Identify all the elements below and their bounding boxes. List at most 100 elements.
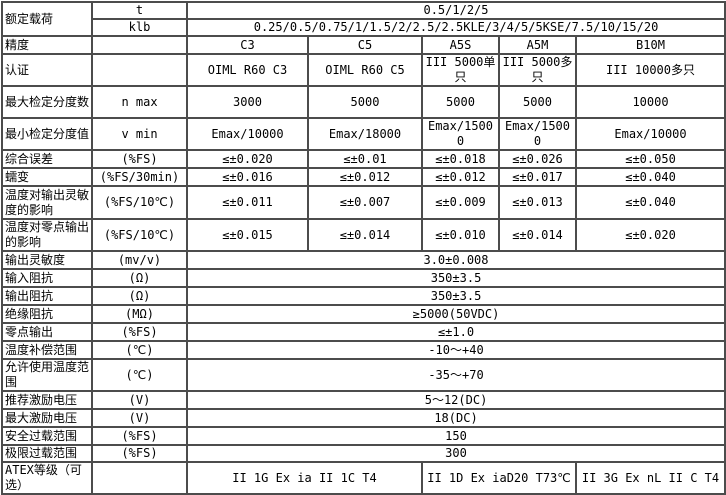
value-cell: ≤±0.017	[498, 167, 577, 187]
row-label: ATEX等级（可选）	[1, 461, 93, 495]
value-cell: OIML R60 C5	[307, 53, 423, 87]
table-row: 温度补偿范围 (℃) -10～+40	[1, 340, 726, 360]
unit-cell: (%FS/10℃)	[91, 218, 188, 252]
column-header-c5: C5	[307, 35, 423, 55]
unit-cell: (℃)	[91, 340, 188, 360]
row-label: 温度对输出灵敏度的影响	[1, 185, 93, 220]
unit-cell: v min	[91, 117, 188, 151]
value-cell: ≥5000(50VDC)	[185, 304, 726, 324]
unit-cell: (V)	[91, 408, 188, 428]
value-cell: ≤±0.013	[498, 185, 577, 220]
table-row: klb 0.25/0.5/0.75/1/1.5/2/2.5/2.5KLE/3/4…	[2, 18, 726, 37]
value-cell: 0.5/1/2/5	[185, 1, 726, 20]
value-cell: 3.0±0.008	[185, 250, 726, 270]
value-cell: ≤±0.018	[421, 149, 500, 169]
value-cell: Emax/10000	[574, 117, 726, 151]
row-label: 蠕变	[1, 167, 93, 187]
value-cell: Emax/10000	[186, 117, 309, 151]
value-cell: ≤±0.014	[498, 218, 577, 252]
value-cell: Emax/18000	[307, 117, 423, 151]
row-label: 绝缘阻抗	[1, 304, 93, 324]
table-row: 推荐激励电压 (V) 5～12(DC)	[1, 390, 726, 410]
value-cell: 5000	[307, 85, 423, 119]
unit-cell: (V)	[91, 390, 188, 410]
value-cell: ≤±0.050	[574, 149, 726, 169]
row-label: 最大检定分度数	[1, 85, 93, 119]
table-row: 最小检定分度值 v min Emax/10000 Emax/18000 Emax…	[1, 117, 726, 151]
value-cell: ≤±0.01	[307, 149, 423, 169]
unit-cell: (℃)	[91, 358, 188, 392]
unit-cell: (%FS/30min)	[91, 167, 188, 187]
row-label: 推荐激励电压	[1, 390, 93, 410]
table-row: 温度对输出灵敏度的影响 (%FS/10℃) ≤±0.011 ≤±0.007 ≤±…	[1, 185, 726, 220]
value-cell: 5～12(DC)	[185, 390, 726, 410]
value-cell: ≤±0.010	[421, 218, 500, 252]
row-label: 输入阻抗	[1, 268, 93, 288]
value-cell: ≤±0.014	[307, 218, 423, 252]
row-label: 精度	[1, 35, 93, 55]
unit-cell: (Ω)	[91, 268, 188, 288]
column-header-c3: C3	[186, 35, 309, 55]
value-cell: ≤±0.009	[421, 185, 500, 220]
row-label: 输出阻抗	[1, 286, 93, 306]
value-cell: ≤±0.011	[186, 185, 309, 220]
value-cell: -10～+40	[185, 340, 726, 360]
unit-cell: t	[91, 1, 188, 20]
unit-cell: (%FS)	[91, 444, 188, 463]
value-cell: OIML R60 C3	[186, 53, 309, 87]
value-cell: ≤±0.040	[574, 167, 726, 187]
unit-cell: (%FS)	[91, 426, 188, 446]
row-label: 温度补偿范围	[1, 340, 93, 360]
row-label: 额定载荷	[1, 1, 93, 37]
row-label: 综合误差	[1, 149, 93, 169]
value-cell: ≤±0.007	[307, 185, 423, 220]
table-row: 零点输出 (%FS) ≤±1.0	[1, 322, 726, 342]
table-row: 最大激励电压 (V) 18(DC)	[1, 408, 726, 428]
table-row: 精度 C3 C5 A5S A5M B10M	[1, 35, 726, 55]
row-label: 允许使用温度范围	[1, 358, 93, 392]
table-row: 额定载荷 t 0.5/1/2/5	[1, 1, 726, 37]
table-row: 蠕变 (%FS/30min) ≤±0.016 ≤±0.012 ≤±0.012 ≤…	[1, 167, 726, 187]
unit-cell	[91, 35, 188, 55]
unit-cell: klb	[91, 18, 188, 37]
table-row: 认证 OIML R60 C3 OIML R60 C5 III 5000单只 II…	[1, 53, 726, 87]
value-cell: 3000	[186, 85, 309, 119]
value-cell: III 10000多只	[574, 53, 726, 87]
row-label: 输出灵敏度	[1, 250, 93, 270]
value-cell: ≤±1.0	[185, 322, 726, 342]
value-cell: Emax/15000	[421, 117, 500, 151]
atex-value-cell: II 3G Ex nL II C T4	[574, 461, 726, 495]
value-cell: 350±3.5	[185, 286, 726, 306]
table-row: 最大检定分度数 n max 3000 5000 5000 5000 10000	[1, 85, 726, 119]
value-cell: 5000	[498, 85, 577, 119]
value-cell: ≤±0.012	[307, 167, 423, 187]
unit-cell: (mv/v)	[91, 250, 188, 270]
row-label: 认证	[1, 53, 93, 87]
value-cell: ≤±0.012	[421, 167, 500, 187]
column-header-a5s: A5S	[421, 35, 500, 55]
row-label: 最大激励电压	[1, 408, 93, 428]
table-row: 温度对零点输出的影响 (%FS/10℃) ≤±0.015 ≤±0.014 ≤±0…	[1, 218, 726, 252]
table-row: 绝缘阻抗 (MΩ) ≥5000(50VDC)	[1, 304, 726, 324]
row-label: 安全过载范围	[1, 426, 93, 446]
value-cell: 10000	[574, 85, 726, 119]
value-cell: 350±3.5	[185, 268, 726, 288]
table-row: ATEX等级（可选） II 1G Ex ia II 1C T4 II 1D Ex…	[1, 461, 726, 495]
table-row: 输入阻抗 (Ω) 350±3.5	[1, 268, 726, 288]
value-cell: ≤±0.015	[186, 218, 309, 252]
value-cell: 5000	[421, 85, 500, 119]
unit-cell: (%FS)	[91, 322, 188, 342]
atex-value-cell: II 1G Ex ia II 1C T4	[186, 461, 423, 495]
table-row: 极限过载范围 (%FS) 300	[1, 444, 726, 463]
table-row: 输出灵敏度 (mv/v) 3.0±0.008	[1, 250, 726, 270]
value-cell: 150	[185, 426, 726, 446]
value-cell: 0.25/0.5/0.75/1/1.5/2/2.5/2.5KLE/3/4/5/5…	[185, 18, 726, 37]
row-label: 最小检定分度值	[1, 117, 93, 151]
unit-cell: n max	[91, 85, 188, 119]
value-cell: ≤±0.020	[186, 149, 309, 169]
value-cell: ≤±0.020	[574, 218, 726, 252]
unit-cell	[91, 53, 188, 87]
value-cell: 18(DC)	[185, 408, 726, 428]
value-cell: ≤±0.040	[574, 185, 726, 220]
